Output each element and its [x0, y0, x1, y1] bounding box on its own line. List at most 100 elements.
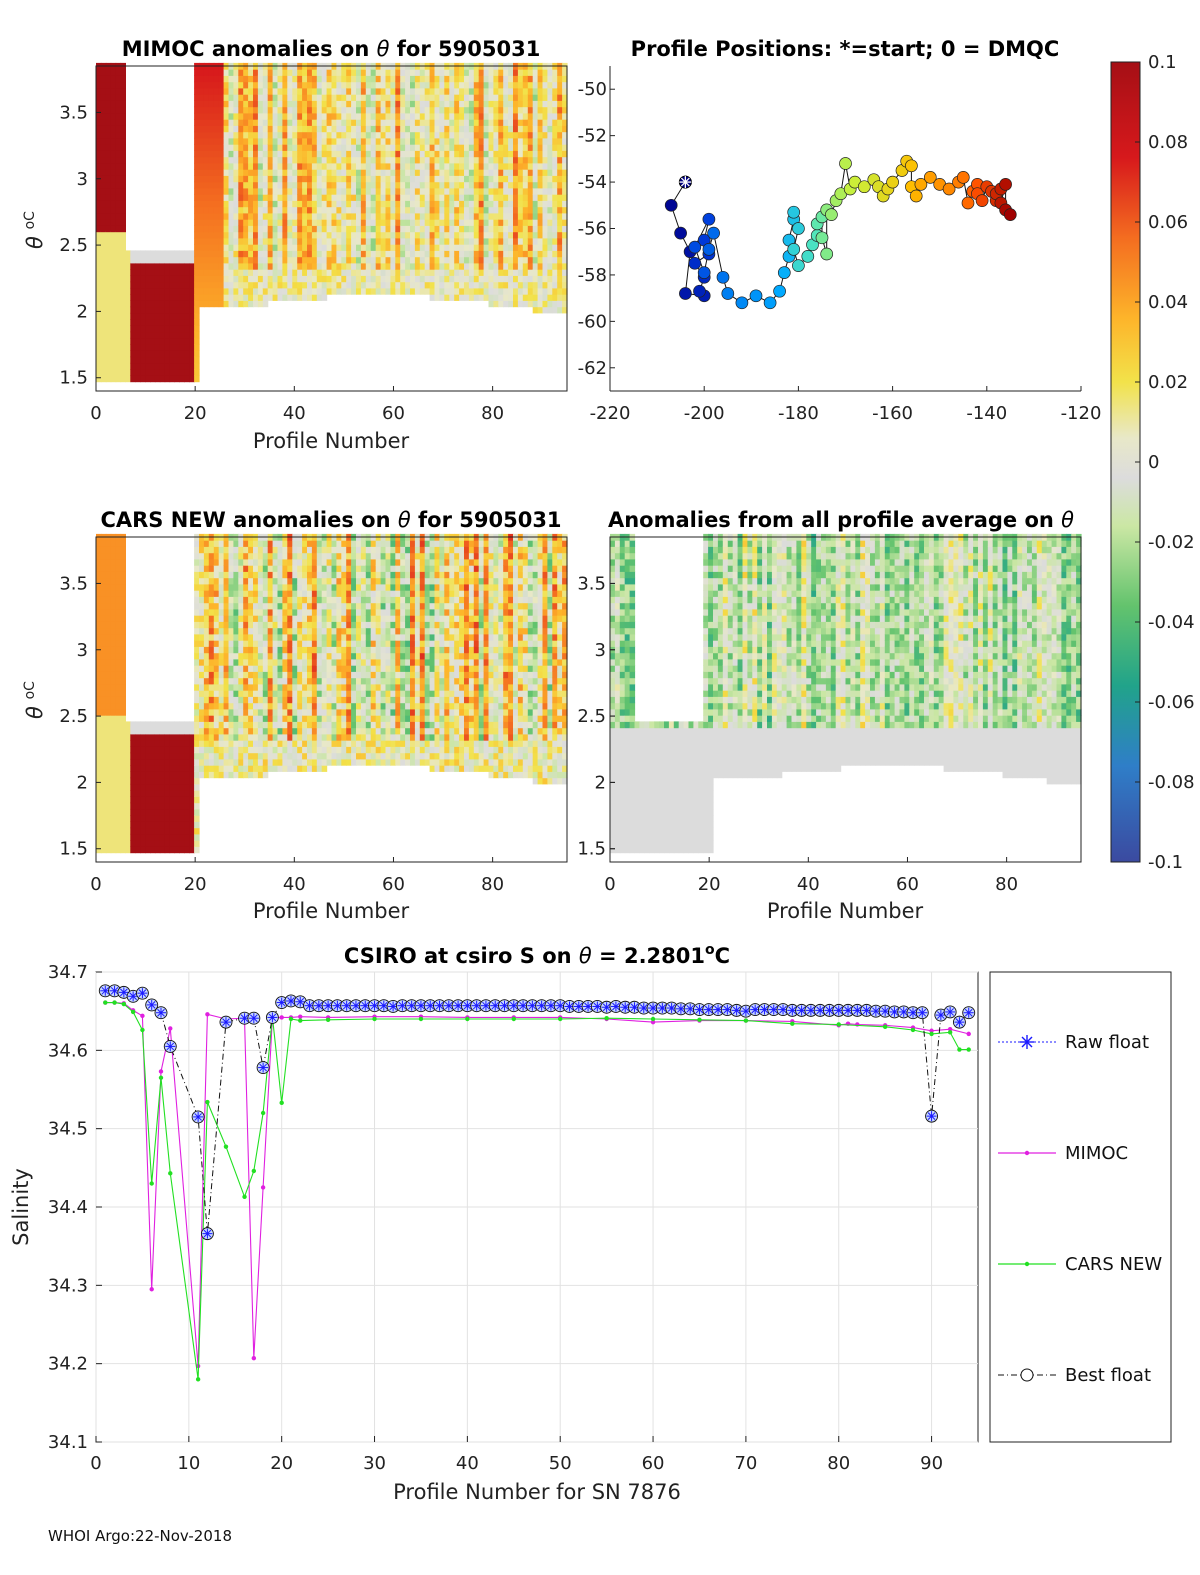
heatmap-cell [302, 181, 308, 189]
heatmap-cell [351, 181, 357, 189]
heatmap-cell [125, 250, 131, 258]
heatmap-cell [184, 350, 190, 358]
heatmap-cell [253, 137, 259, 145]
heatmap-cell [96, 337, 102, 345]
heatmap-cell [233, 671, 239, 679]
heatmap-cell [145, 375, 151, 383]
heatmap-cell [150, 281, 156, 289]
heatmap-cell [248, 94, 254, 101]
heatmap-cell [513, 87, 519, 95]
heatmap-cell [297, 69, 303, 76]
heatmap-cell [439, 131, 445, 139]
heatmap-cell [464, 231, 470, 239]
heatmap-cell [517, 187, 524, 195]
heatmap-cell [405, 231, 411, 239]
heatmap-cell [400, 219, 406, 226]
heatmap-cell [100, 696, 107, 704]
heatmap-cell [307, 275, 313, 283]
heatmap-cell [248, 144, 254, 151]
heatmap-cell [213, 771, 220, 779]
heatmap-cell [410, 169, 416, 176]
heatmap-cell [557, 119, 563, 126]
heatmap-cell [464, 144, 470, 151]
heatmap-cell [468, 256, 475, 264]
heatmap-cell [287, 87, 293, 95]
heatmap-cell [115, 771, 122, 779]
x-tick-label: 0 [90, 403, 101, 424]
heatmap-cell [164, 319, 171, 326]
heatmap-cell [311, 87, 318, 95]
heatmap-cell [385, 250, 391, 258]
heatmap-cell [105, 608, 112, 616]
heatmap-cell [243, 727, 249, 735]
heatmap-cell [272, 131, 279, 139]
heatmap-cell [208, 758, 215, 766]
heatmap-cell [115, 131, 122, 139]
heatmap-cell [189, 796, 195, 804]
heatmap-cell [410, 225, 416, 233]
heatmap-cell [351, 81, 357, 89]
heatmap-cell [203, 752, 210, 760]
heatmap-cell [434, 94, 440, 101]
heatmap-cell [414, 100, 421, 108]
heatmap-cell [311, 119, 318, 126]
heatmap-cell [419, 125, 426, 133]
heatmap-cell [434, 112, 440, 120]
heatmap-cell [370, 144, 377, 151]
heatmap-cell [194, 356, 200, 364]
heatmap-cell [213, 640, 220, 647]
heatmap-cell [257, 112, 264, 120]
heatmap-cell [488, 175, 494, 183]
heatmap-cell [154, 294, 161, 301]
heatmap-cell [159, 752, 166, 760]
heatmap-cell [100, 219, 107, 226]
heatmap-cell [150, 350, 156, 358]
heatmap-cell [228, 740, 234, 747]
heatmap-cell [145, 808, 151, 816]
heatmap-cell [493, 150, 499, 158]
heatmap-cell [199, 608, 205, 616]
heatmap-cell [282, 231, 288, 239]
heatmap-cell [238, 758, 244, 766]
heatmap-cell [297, 169, 303, 176]
heatmap-cell [208, 244, 215, 251]
heatmap-cell [120, 106, 126, 114]
heatmap-cell [125, 369, 131, 376]
heatmap-cell [257, 540, 264, 547]
heatmap-cell [429, 194, 436, 201]
heatmap-cell [439, 244, 445, 251]
heatmap-cell [365, 269, 372, 276]
heatmap-cell [262, 175, 269, 183]
heatmap-cell [557, 262, 563, 270]
heatmap-cell [400, 162, 406, 170]
heatmap-cell [517, 175, 524, 183]
heatmap-cell [277, 621, 283, 629]
heatmap-cell [194, 94, 200, 101]
heatmap-cell [405, 131, 411, 139]
heatmap-cell [272, 665, 279, 672]
heatmap-cell [203, 652, 210, 660]
heatmap-cell [365, 250, 372, 258]
heatmap-cell [375, 81, 382, 89]
heatmap-cell [498, 219, 504, 226]
heatmap-cell [552, 294, 558, 301]
heatmap-cell [243, 565, 249, 572]
heatmap-cell [302, 119, 308, 126]
heatmap-cell [522, 262, 529, 270]
heatmap-cell [233, 156, 239, 164]
heatmap-cell [199, 740, 205, 747]
heatmap-cell [189, 362, 195, 370]
heatmap-cell [459, 219, 465, 226]
heatmap-cell [434, 294, 440, 301]
heatmap-cell [277, 175, 283, 183]
heatmap-cell [194, 169, 200, 176]
heatmap-cell [233, 87, 239, 95]
heatmap-cell [478, 106, 485, 114]
heatmap-cell [517, 275, 524, 283]
heatmap-cell [243, 733, 249, 741]
heatmap-cell [257, 181, 264, 189]
heatmap-cell [110, 596, 117, 604]
heatmap-cell [184, 721, 190, 729]
heatmap-cell [493, 156, 499, 164]
heatmap-cell [257, 225, 264, 233]
